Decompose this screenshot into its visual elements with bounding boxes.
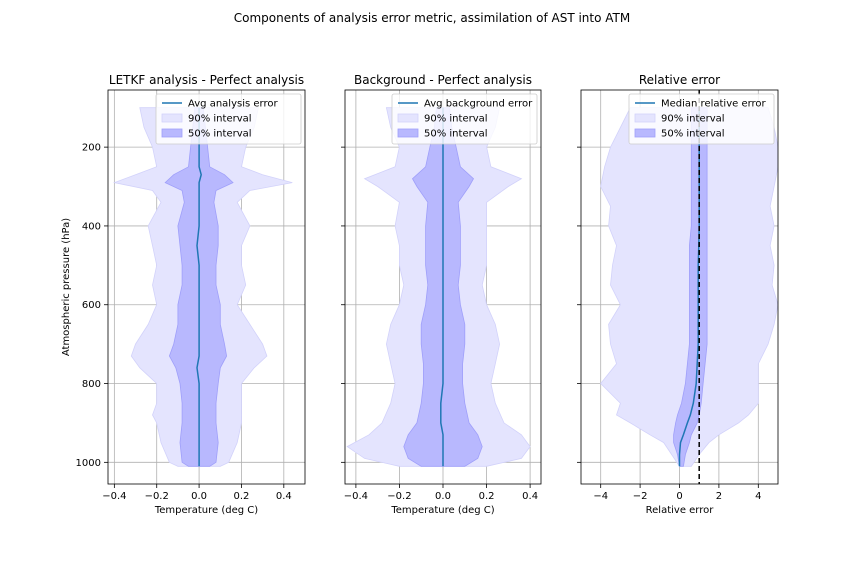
x-tick-label-4: 0.4 — [522, 491, 538, 502]
series-line — [678, 107, 700, 467]
plot-area — [346, 107, 531, 467]
legend-entry-2: 50% interval — [188, 129, 252, 140]
x-tick-label-4: 0.4 — [276, 491, 292, 502]
x-tick-label-4: 4 — [755, 491, 761, 502]
x-tick-label-0: −4 — [593, 491, 608, 502]
legend: Avg analysis error 90% interval 50% interv… — [155, 93, 302, 145]
panel-title: LETKF analysis - Perfect analysis — [109, 73, 304, 87]
legend: Avg background error 90% interval 50% inte… — [391, 93, 538, 145]
x-axis-label: Temperature (deg C) — [154, 505, 258, 516]
y-tick-label-0: 200 — [82, 143, 101, 154]
y-tick-label-1: 400 — [82, 221, 101, 232]
legend-entry-0: Avg analysis error — [188, 99, 278, 110]
y-tick-label-3: 800 — [82, 379, 101, 390]
x-axis-label: Temperature (deg C) — [390, 505, 494, 516]
x-tick-label-0: −0.4 — [102, 491, 126, 502]
legend-entry-1: 90% interval — [424, 114, 488, 125]
panel-title: Relative error — [639, 73, 720, 87]
x-tick-label-1: −0.2 — [387, 491, 411, 502]
x-tick-label-0: −0.4 — [344, 491, 368, 502]
legend-swatch-90 — [634, 113, 656, 123]
axes-frame — [107, 89, 306, 485]
x-tick-label-3: 0.2 — [233, 491, 249, 502]
plot-area — [112, 107, 293, 467]
panel-2: −0.4 −0.2 0.0 0.2 0.4 Background - Perfect an… — [341, 73, 542, 516]
legend-swatch-50 — [634, 128, 656, 138]
legend-box — [391, 93, 538, 145]
y-tick-label-4: 1000 — [76, 458, 101, 469]
legend-entry-0: Median relative error — [661, 99, 767, 110]
legend-entry-2: 50% interval — [661, 129, 725, 140]
legend: Median relative error 90% interval 50% int… — [628, 93, 775, 145]
legend-swatch-50 — [397, 128, 419, 138]
x-tick-label-3: 2 — [716, 491, 722, 502]
x-axis-label: Relative error — [646, 505, 715, 516]
legend-swatch-50 — [161, 128, 183, 138]
series-line — [440, 107, 444, 467]
panel-3: −4 −2 0 2 4 Relative error Relative error Media… — [577, 73, 779, 516]
legend-box — [155, 93, 302, 145]
panel-title: Background - Perfect analysis — [354, 73, 532, 87]
legend-box — [628, 93, 775, 145]
plot-area — [600, 90, 778, 484]
x-tick-label-2: 0 — [676, 491, 682, 502]
x-tick-label-1: −0.2 — [145, 491, 169, 502]
x-tick-label-2: 0.0 — [435, 491, 451, 502]
legend-entry-1: 90% interval — [188, 114, 252, 125]
figure-title: Components of analysis error metric, ass… — [234, 11, 630, 25]
legend-entry-2: 50% interval — [424, 129, 488, 140]
panel-1: −0.4 −0.2 0.0 0.2 0.4 200 400 600 800 1000 LETKF a… — [61, 73, 306, 516]
y-tick-label-2: 600 — [82, 300, 101, 311]
y-axis-label: Atmospheric pressure (hPa) — [61, 218, 72, 356]
legend-swatch-90 — [161, 113, 183, 123]
x-tick-label-2: 0.0 — [191, 491, 207, 502]
series-line — [196, 107, 202, 467]
legend-entry-0: Avg background error — [424, 99, 533, 110]
legend-entry-1: 90% interval — [661, 114, 725, 125]
legend-swatch-90 — [397, 113, 419, 123]
x-tick-label-1: −2 — [633, 491, 648, 502]
x-tick-label-3: 0.2 — [479, 491, 495, 502]
